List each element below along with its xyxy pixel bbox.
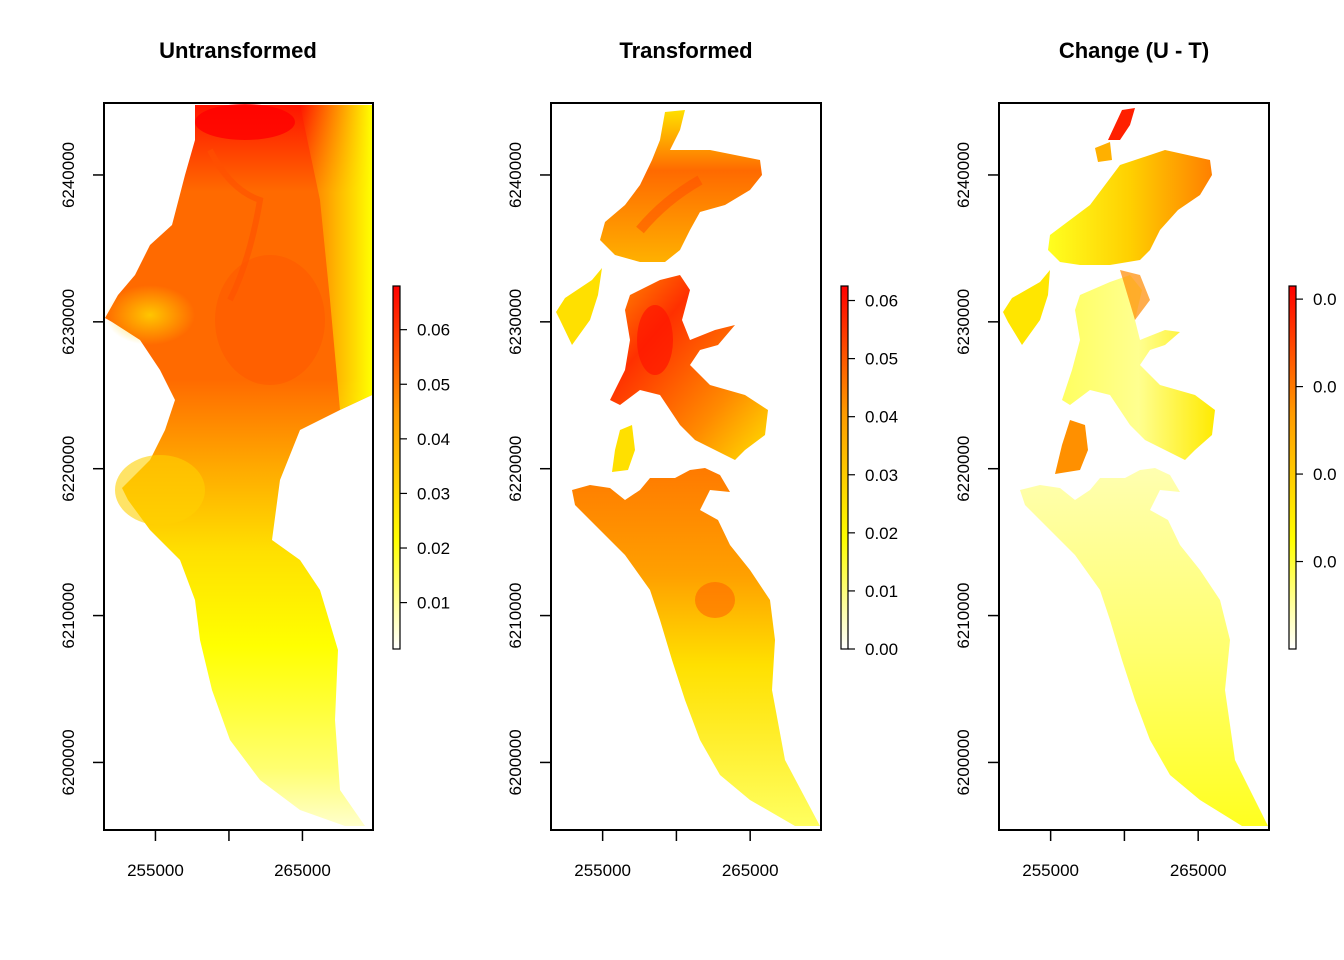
y-tick-label: 6200000 (954, 729, 973, 795)
y-tick-label: 6240000 (59, 142, 78, 208)
panel-transformed: 255000 265000 6200000 6210000 6220000 6230000… (506, 102, 898, 880)
raster-patch-mid-small (612, 425, 635, 472)
raster-patch-north (1048, 150, 1212, 265)
colorbar-tick-label: 0.06 (417, 321, 450, 340)
colorbar-ramp (1288, 285, 1297, 650)
y-tick-label: 6210000 (954, 582, 973, 648)
plot-frame-change (998, 102, 1270, 831)
colorbar-ramp (392, 285, 401, 650)
raster-tip-north (1108, 108, 1135, 140)
x-tick-label: 265000 (1170, 861, 1227, 880)
colorbar-tick-label: 0.0 (1313, 465, 1337, 484)
raster-hotspot-north (195, 104, 295, 140)
colorbar-tick-label: 0.02 (865, 524, 898, 543)
raster-channel (207, 148, 264, 302)
colorbar-ramp (840, 285, 849, 650)
y-tick-label: 6210000 (506, 582, 525, 648)
colorbar-tick-label: 0.06 (865, 292, 898, 311)
raster-hotspot-south (695, 582, 735, 618)
colorbar-tick-label: 0.04 (865, 408, 898, 427)
axes-change: 255000 265000 6200000 6210000 6220000 6230000… (954, 142, 1227, 880)
raster-patch-south (1020, 468, 1268, 826)
x-tick-label: 255000 (127, 861, 184, 880)
y-tick-label: 6220000 (59, 436, 78, 502)
y-tick-label: 6220000 (506, 436, 525, 502)
axes-transformed: 255000 265000 6200000 6210000 6220000 6230000… (506, 142, 779, 880)
raster-patch-west (1003, 270, 1050, 345)
y-tick-label: 6200000 (59, 729, 78, 795)
raster-patch-mid-small (1055, 420, 1088, 474)
colorbar-tick-label: 0.02 (417, 539, 450, 558)
raster-patch-north (600, 110, 762, 262)
raster-patch-center (1062, 275, 1215, 460)
panel-title-untransformed: Untransformed (159, 38, 317, 63)
y-tick-label: 6240000 (506, 142, 525, 208)
heatmap-transformed (556, 110, 820, 826)
y-tick-label: 6230000 (954, 289, 973, 355)
raster-region-main (105, 105, 372, 826)
heatmap-change (1003, 108, 1268, 826)
panel-title-transformed: Transformed (619, 38, 753, 63)
raster-patch-west (556, 268, 602, 345)
raster-hotspot-center (637, 305, 673, 375)
colorbar-tick-label: 0.05 (865, 350, 898, 369)
y-tick-label: 6240000 (954, 142, 973, 208)
colorbar-tick-label: 0.0 (1313, 378, 1337, 397)
x-tick-label: 255000 (1022, 861, 1079, 880)
raster-west-lobe (105, 285, 195, 345)
y-tick-label: 6220000 (954, 436, 973, 502)
x-tick-label: 265000 (722, 861, 779, 880)
colorbar-transformed: 0.00 0.01 0.02 0.03 0.04 0.05 0.06 (840, 285, 898, 659)
x-tick-label: 255000 (574, 861, 631, 880)
y-tick-label: 6200000 (506, 729, 525, 795)
colorbar-untransformed: 0.01 0.02 0.03 0.04 0.05 0.06 (392, 285, 450, 650)
colorbar-tick-label: 0.01 (417, 594, 450, 613)
raster-sw-lobe (115, 455, 205, 525)
raster-hotspot-north-ridge (636, 175, 703, 234)
colorbar-change: 0.0 0.0 0.0 0.0 (1288, 285, 1337, 650)
panel-title-change: Change (U - T) (1058, 38, 1210, 63)
colorbar-tick-label: 0.04 (417, 430, 450, 449)
raster-tip-small (1095, 142, 1112, 162)
raster-center-core (215, 255, 325, 385)
raster-patch-center (610, 275, 768, 460)
plot-frame-untransformed (103, 102, 374, 831)
panel-untransformed: 255000 265000 6200000 6210000 6220000 6230000… (59, 102, 450, 880)
x-tick-label: 265000 (274, 861, 331, 880)
raster-east-gradient (1120, 270, 1150, 320)
colorbar-tick-label: 0.01 (865, 582, 898, 601)
colorbar-tick-label: 0.0 (1313, 553, 1337, 572)
y-tick-label: 6230000 (59, 289, 78, 355)
raster-patch-south (572, 468, 820, 826)
colorbar-tick-label: 0.0 (1313, 290, 1337, 309)
panel-change: 255000 265000 6200000 6210000 6220000 6230000… (954, 102, 1337, 880)
axes-untransformed: 255000 265000 6200000 6210000 6220000 6230000… (59, 142, 331, 880)
colorbar-tick-label: 0.05 (417, 375, 450, 394)
y-tick-label: 6230000 (506, 289, 525, 355)
colorbar-tick-label: 0.00 (865, 640, 898, 659)
colorbar-tick-label: 0.03 (865, 466, 898, 485)
plot-frame-transformed (550, 102, 822, 831)
heatmap-untransformed (105, 104, 372, 826)
y-tick-label: 6210000 (59, 582, 78, 648)
colorbar-tick-label: 0.03 (417, 484, 450, 503)
raster-east-band (300, 105, 372, 410)
